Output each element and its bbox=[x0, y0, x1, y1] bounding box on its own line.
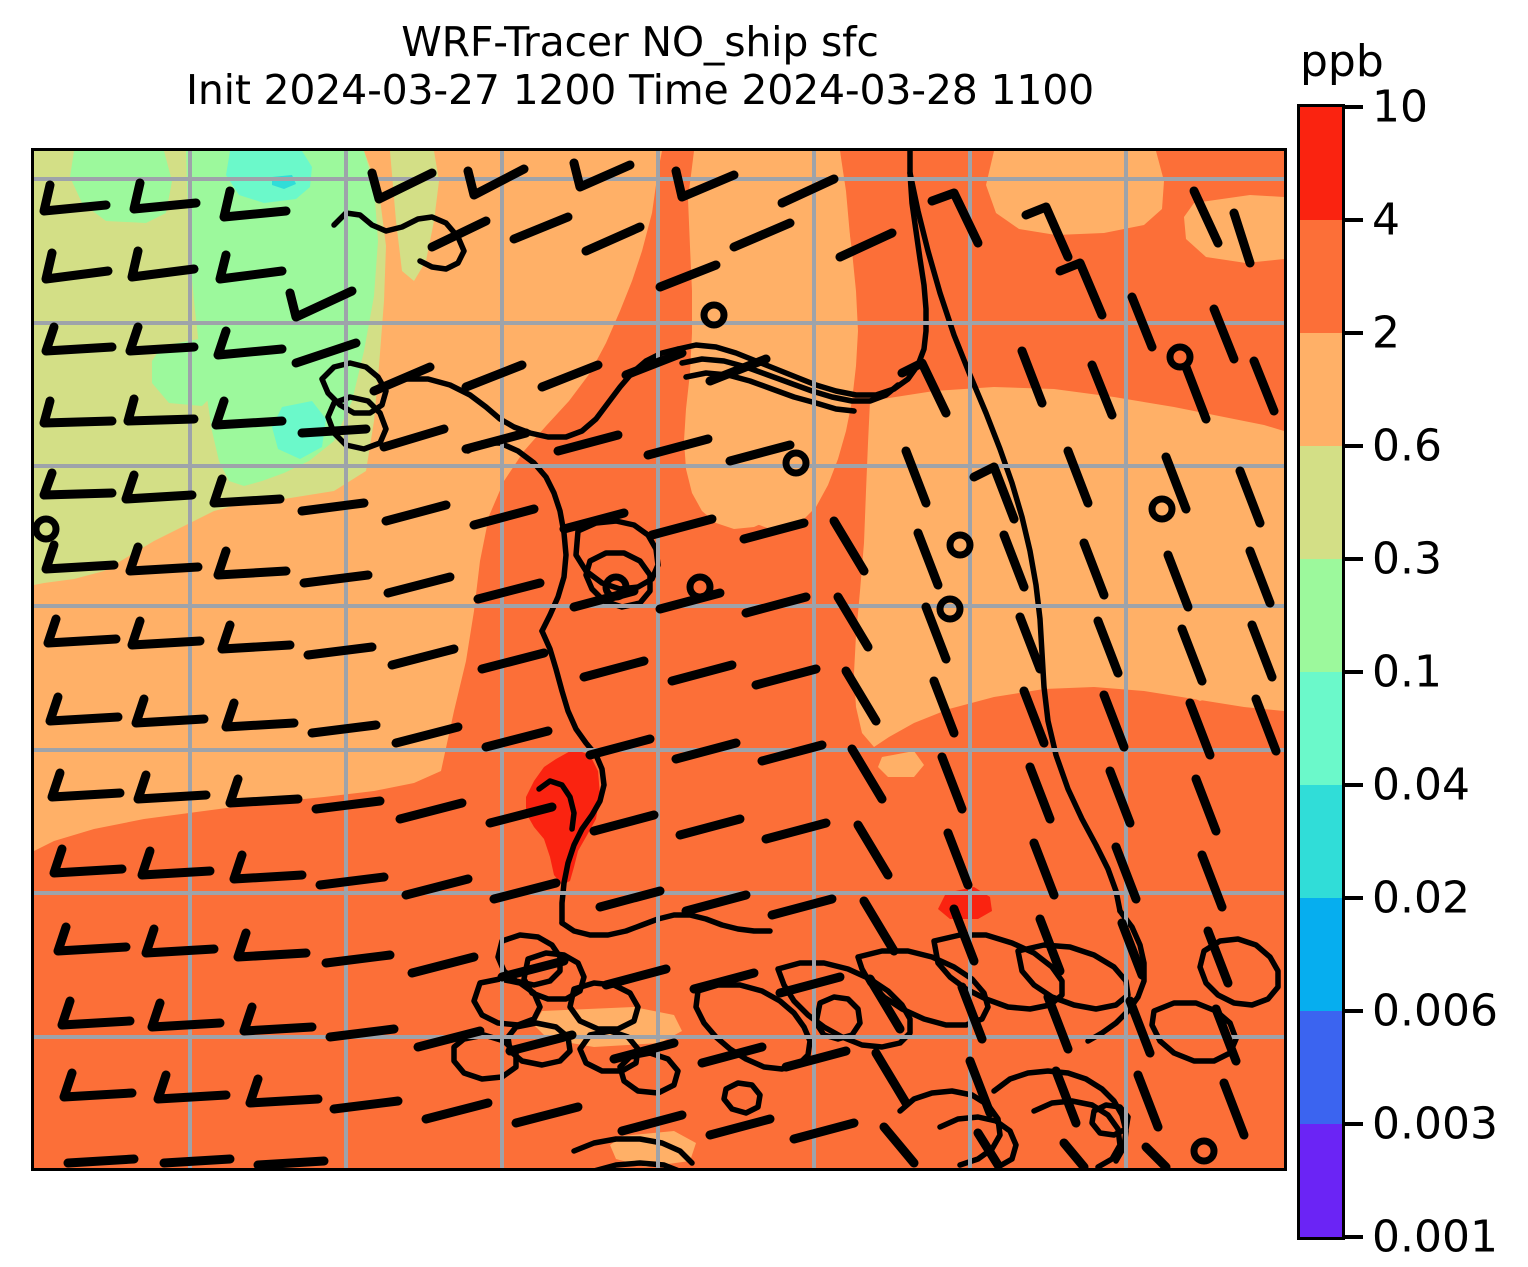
contour-band-0.6-2-intrusion-d bbox=[1184, 195, 1284, 263]
colorbar-band-3 bbox=[1300, 785, 1342, 898]
title-line-variable: WRF-Tracer NO_ship sfc bbox=[401, 18, 879, 66]
colorbar-band-7 bbox=[1300, 333, 1342, 446]
contour-band-0.6-2-pocket-d bbox=[878, 751, 924, 777]
colorbar-tick-label-8: 0.006 bbox=[1372, 985, 1498, 1037]
colorbar-tick-2 bbox=[1345, 331, 1363, 335]
colorbar-tick-8 bbox=[1345, 1009, 1363, 1013]
colorbar-tick-6 bbox=[1345, 783, 1363, 787]
colorbar-band-1 bbox=[1300, 1011, 1342, 1124]
colorbar-band-8 bbox=[1300, 220, 1342, 333]
colorbar-tick-7 bbox=[1345, 896, 1363, 900]
colorbar-tick-label-9: 0.003 bbox=[1372, 1098, 1498, 1150]
colorbar-tick-4 bbox=[1345, 557, 1363, 561]
colorbar-tick-1 bbox=[1345, 218, 1363, 222]
colorbar[interactable] bbox=[1297, 104, 1345, 1240]
colorbar-tick-label-6: 0.04 bbox=[1372, 759, 1470, 811]
map-canvas bbox=[34, 151, 1284, 1168]
colorbar-tick-9 bbox=[1345, 1122, 1363, 1126]
colorbar-band-0 bbox=[1300, 1124, 1342, 1237]
colorbar-band-2 bbox=[1300, 898, 1342, 1011]
contour-band-0.1-0.3-c bbox=[152, 339, 222, 406]
colorbar-tick-label-3: 0.6 bbox=[1372, 420, 1442, 472]
colorbar-band-6 bbox=[1300, 446, 1342, 559]
colorbar-tick-label-0: 10 bbox=[1372, 81, 1428, 133]
colorbar-tick-5 bbox=[1345, 670, 1363, 674]
colorbar-band-5 bbox=[1300, 559, 1342, 672]
colorbar-tick-label-7: 0.02 bbox=[1372, 872, 1470, 924]
colorbar-units-label: ppb bbox=[1300, 36, 1384, 87]
figure-title: WRF-Tracer NO_ship sfc Init 2024-03-27 1… bbox=[0, 18, 1280, 115]
contour-band-0.1-0.3 bbox=[186, 151, 378, 486]
wind-barb-overlay bbox=[39, 158, 1281, 1168]
calm-wind-markers bbox=[34, 301, 1218, 1165]
colorbar-tick-label-10: 0.001 bbox=[1372, 1211, 1498, 1263]
contour-band-0.6-2-intrusion-c bbox=[986, 151, 1164, 235]
colorbar-tick-3 bbox=[1345, 444, 1363, 448]
colorbar-tick-label-1: 4 bbox=[1372, 194, 1400, 246]
colorbar-tick-label-4: 0.3 bbox=[1372, 533, 1442, 585]
title-line-times: Init 2024-03-27 1200 Time 2024-03-28 110… bbox=[185, 66, 1095, 115]
colorbar-tick-0 bbox=[1345, 105, 1363, 109]
colorbar-tick-label-5: 0.1 bbox=[1372, 646, 1442, 698]
colorbar-tick-label-2: 2 bbox=[1372, 307, 1400, 359]
colorbar-band-9 bbox=[1300, 107, 1342, 220]
contour-band-0.6-2-intrusion bbox=[684, 151, 852, 529]
tracer-concentration-map bbox=[34, 151, 1284, 1168]
map-plot-area[interactable] bbox=[31, 148, 1287, 1171]
colorbar-band-4 bbox=[1300, 672, 1342, 785]
colorbar-tick-10 bbox=[1345, 1235, 1363, 1239]
